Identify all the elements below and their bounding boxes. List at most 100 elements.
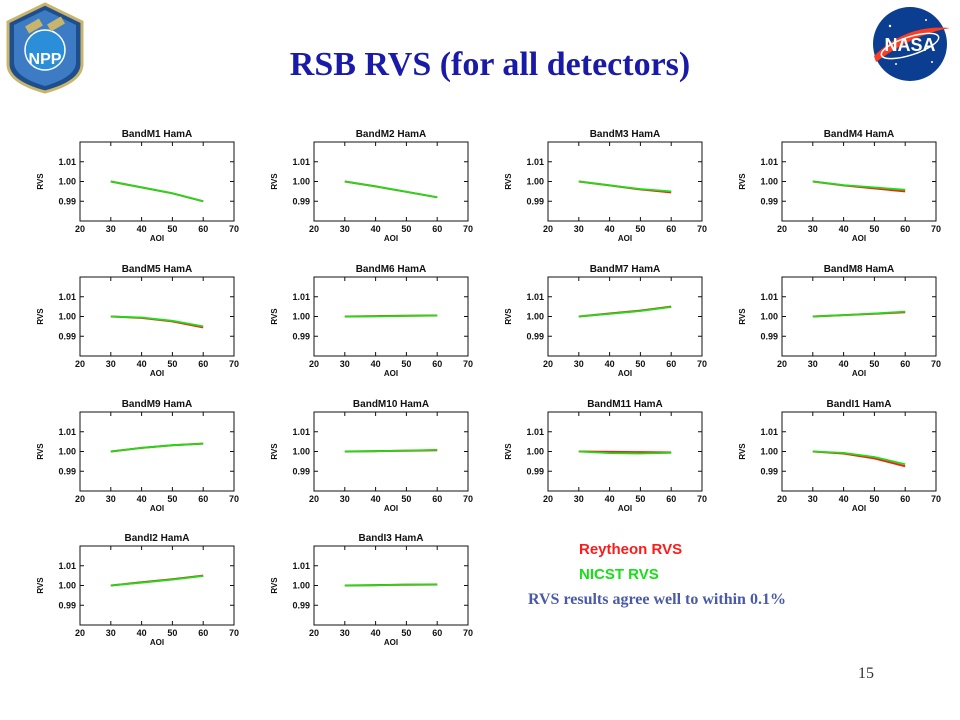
chart-title: BandM1 HamA	[122, 129, 193, 140]
y-tick-label: 1.00	[58, 447, 76, 457]
y-tick-label: 0.99	[292, 466, 310, 476]
x-tick-label: 70	[229, 628, 239, 638]
plot-frame	[79, 276, 235, 357]
series-line-nicst	[578, 450, 672, 455]
y-tick-label: 0.99	[292, 331, 310, 341]
x-tick-label: 50	[401, 628, 411, 638]
y-tick-label: 1.00	[292, 312, 310, 322]
y-tick-label: 1.01	[292, 292, 310, 302]
y-tick-label: 1.01	[292, 157, 310, 167]
plot-frame	[781, 276, 937, 357]
x-tick-label: 30	[340, 494, 350, 504]
chart-title: BandM7 HamA	[590, 264, 661, 275]
x-tick-label: 60	[666, 224, 676, 234]
x-tick-label: 20	[543, 494, 553, 504]
chart-panel-9: BandM9 HamA 20 30 40 50 60 70 1.01 1.00 0.99 AOI RV…	[36, 399, 239, 513]
y-tick-label: 1.00	[526, 312, 544, 322]
plot-frame	[781, 141, 937, 222]
x-axis-label: AOI	[150, 638, 164, 647]
y-tick-label: 1.01	[58, 561, 76, 571]
y-axis-label: RVS	[270, 173, 279, 190]
x-tick-label: 30	[574, 494, 584, 504]
x-tick-label: 60	[198, 224, 208, 234]
y-tick-label: 0.99	[760, 196, 778, 206]
x-tick-label: 70	[229, 494, 239, 504]
nasa-logo-text: NASA	[884, 35, 935, 55]
x-tick-label: 40	[371, 494, 381, 504]
y-tick-label: 1.00	[760, 447, 778, 457]
y-tick-label: 1.00	[292, 447, 310, 457]
x-tick-label: 20	[309, 359, 319, 369]
x-tick-label: 60	[432, 224, 442, 234]
y-tick-label: 1.00	[58, 581, 76, 591]
y-tick-label: 0.99	[760, 331, 778, 341]
x-tick-label: 20	[75, 494, 85, 504]
y-tick-label: 1.01	[760, 292, 778, 302]
x-tick-label: 50	[167, 359, 177, 369]
y-axis-label: RVS	[738, 308, 747, 325]
y-tick-label: 1.01	[58, 427, 76, 437]
x-axis-label: AOI	[852, 234, 866, 243]
y-tick-label: 0.99	[292, 600, 310, 610]
npp-mission-logo: NPP	[6, 2, 84, 94]
x-tick-label: 50	[401, 359, 411, 369]
series-line-nicst	[110, 315, 204, 328]
y-axis-label: RVS	[36, 308, 45, 325]
x-tick-label: 50	[869, 494, 879, 504]
x-tick-label: 40	[137, 224, 147, 234]
x-tick-label: 70	[463, 494, 473, 504]
chart-title: BandM2 HamA	[356, 129, 427, 140]
y-tick-label: 1.01	[292, 427, 310, 437]
chart-panel-8: BandM8 HamA 20 30 40 50 60 70 1.01 1.00 0.99 AOI RV…	[738, 264, 941, 378]
y-tick-label: 0.99	[58, 331, 76, 341]
x-tick-label: 40	[839, 224, 849, 234]
x-tick-label: 40	[605, 359, 615, 369]
y-tick-label: 0.99	[58, 466, 76, 476]
x-tick-label: 50	[167, 628, 177, 638]
chart-title: BandM8 HamA	[824, 264, 895, 275]
y-axis-label: RVS	[738, 443, 747, 460]
series-line-reytheon	[812, 450, 906, 468]
y-tick-label: 1.01	[526, 427, 544, 437]
x-tick-label: 60	[900, 494, 910, 504]
x-tick-label: 60	[666, 494, 676, 504]
x-tick-label: 70	[463, 359, 473, 369]
y-tick-label: 0.99	[526, 466, 544, 476]
x-axis-label: AOI	[384, 638, 398, 647]
x-tick-label: 60	[432, 359, 442, 369]
x-tick-label: 30	[808, 494, 818, 504]
y-tick-label: 1.01	[526, 292, 544, 302]
x-tick-label: 40	[839, 494, 849, 504]
x-tick-label: 70	[463, 224, 473, 234]
page-number: 15	[858, 665, 874, 682]
y-axis-label: RVS	[36, 173, 45, 190]
chart-title: BandM11 HamA	[587, 399, 663, 410]
x-tick-label: 30	[808, 224, 818, 234]
chart-panel-3: BandM3 HamA 20 30 40 50 60 70 1.01 1.00 0.99 AOI RV…	[504, 129, 707, 243]
chart-panel-13: BandI2 HamA 20 30 40 50 60 70 1.01 1.00 0.99 AOI RV…	[36, 533, 239, 647]
chart-title: BandI3 HamA	[358, 533, 423, 544]
x-tick-label: 50	[167, 494, 177, 504]
x-tick-label: 40	[605, 494, 615, 504]
chart-panel-11: BandM11 HamA 20 30 40 50 60 70 1.01 1.00 0.99 AOI R…	[504, 399, 707, 513]
plot-frame	[547, 276, 703, 357]
x-tick-label: 40	[371, 224, 381, 234]
chart-title: BandI2 HamA	[124, 533, 189, 544]
x-tick-label: 70	[229, 359, 239, 369]
chart-panel-14: BandI3 HamA 20 30 40 50 60 70 1.01 1.00 0.99 AOI RV…	[270, 533, 473, 647]
x-tick-label: 20	[309, 224, 319, 234]
series-line-nicst	[344, 180, 438, 199]
x-axis-label: AOI	[852, 504, 866, 513]
x-tick-label: 30	[340, 628, 350, 638]
series-line-nicst	[344, 314, 438, 318]
y-axis-label: RVS	[504, 308, 513, 325]
x-tick-label: 60	[900, 224, 910, 234]
x-tick-label: 40	[605, 224, 615, 234]
y-tick-label: 0.99	[526, 331, 544, 341]
chart-panel-5: BandM5 HamA 20 30 40 50 60 70 1.01 1.00 0.99 AOI RV…	[36, 264, 239, 378]
y-tick-label: 0.99	[760, 466, 778, 476]
x-tick-label: 50	[869, 224, 879, 234]
x-tick-label: 60	[198, 359, 208, 369]
x-tick-label: 60	[900, 359, 910, 369]
series-line-nicst	[110, 442, 204, 453]
